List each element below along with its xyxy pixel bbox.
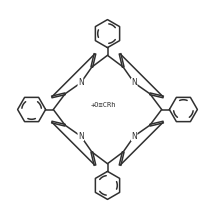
Text: +O≡CRh: +O≡CRh xyxy=(91,102,117,108)
Text: N: N xyxy=(78,78,84,87)
Text: N: N xyxy=(131,78,137,87)
Text: N: N xyxy=(78,132,84,141)
Text: N: N xyxy=(131,132,137,141)
